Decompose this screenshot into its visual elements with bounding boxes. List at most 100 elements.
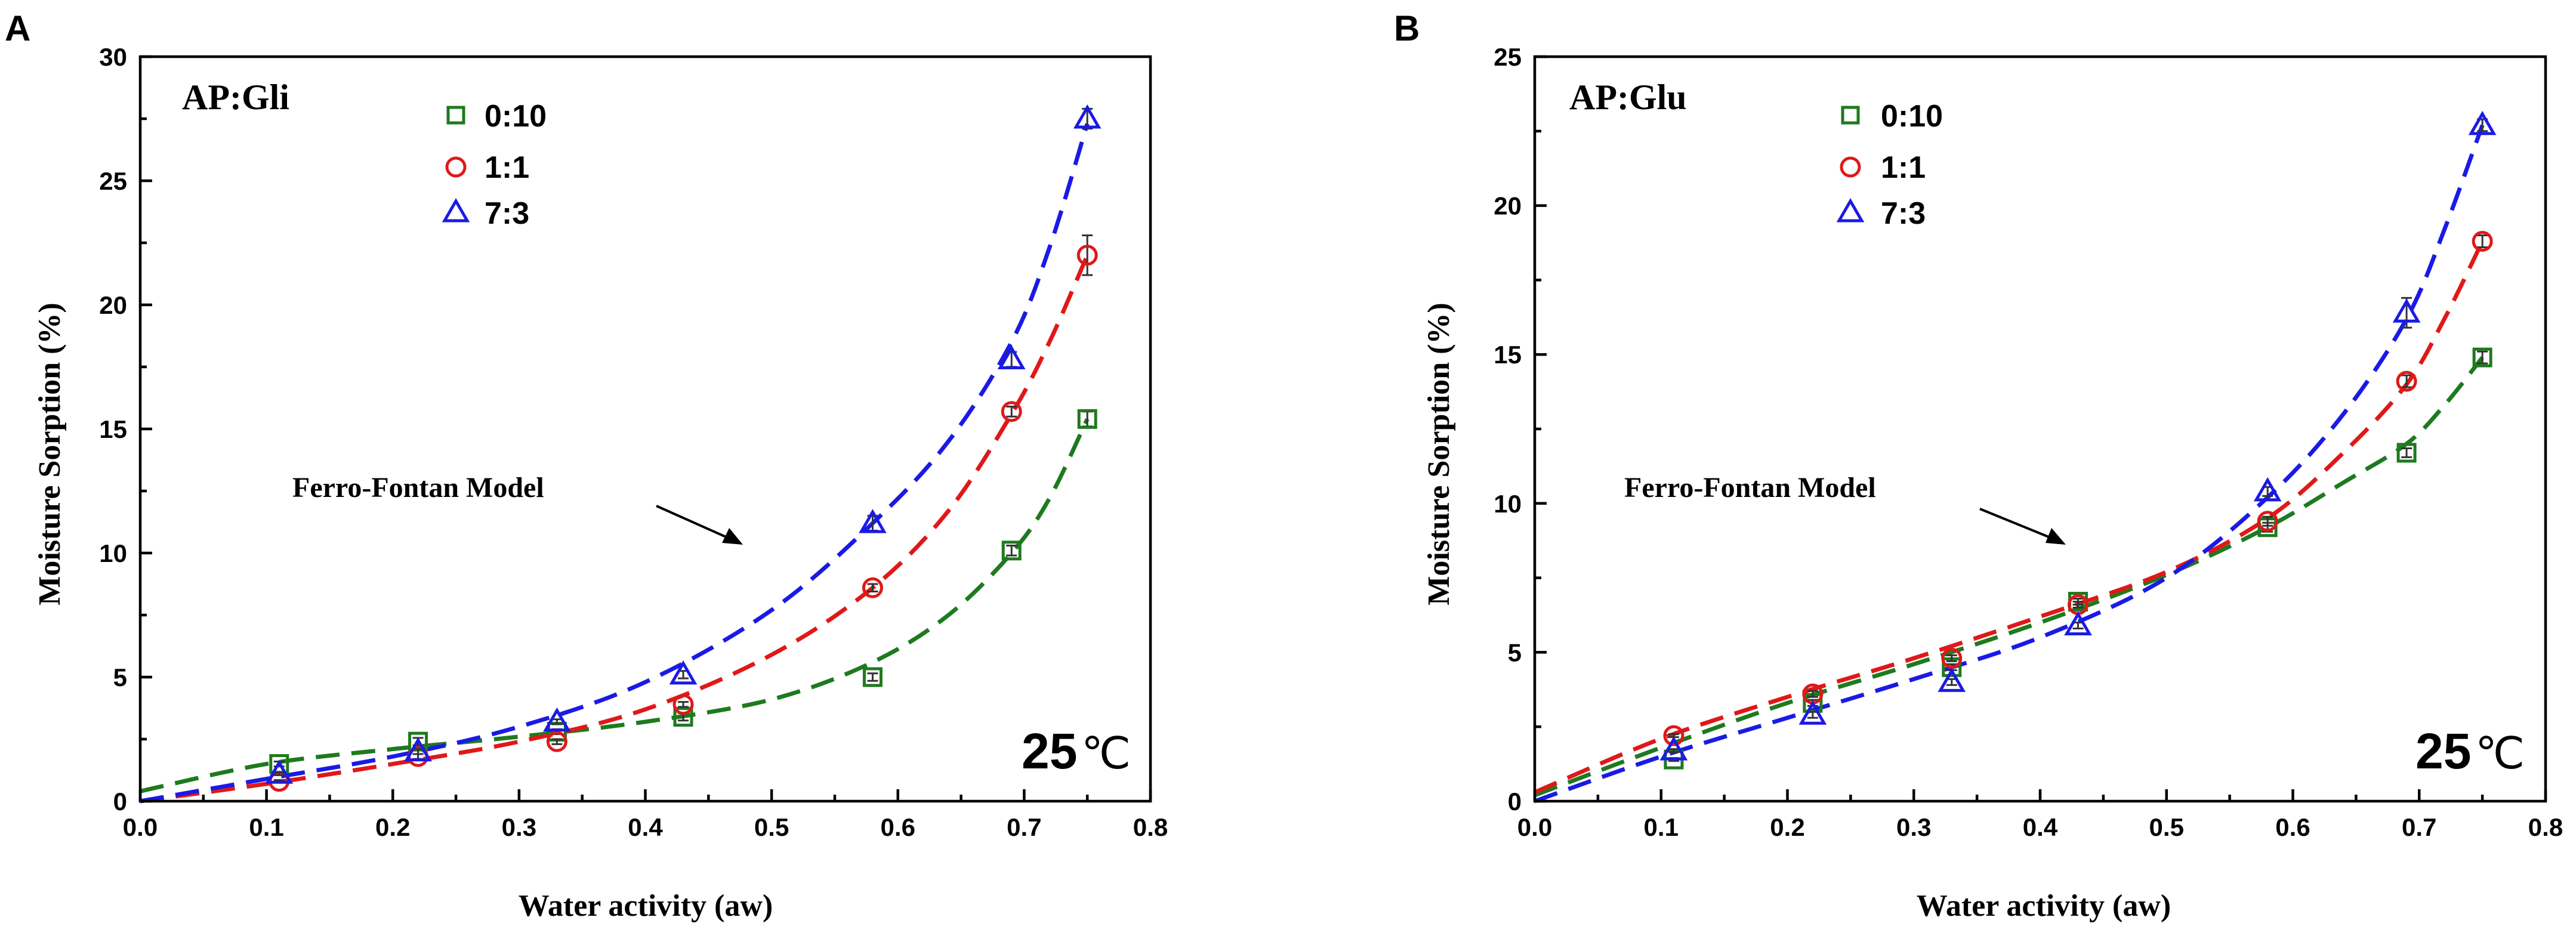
data-point-a-0-10-6	[1077, 409, 1097, 429]
legend-label-1-1-a: 1:1	[485, 150, 529, 185]
data-point-a-1-1-3	[672, 694, 694, 715]
fit-curve-b-7-3	[1534, 124, 2485, 804]
plot-frame-b	[1533, 55, 2547, 803]
y-tick-label-b-10: 10	[1494, 490, 1522, 518]
x-tick-label-a-0.6: 0.6	[881, 813, 915, 841]
x-tick-label-b-0.7: 0.7	[2402, 813, 2436, 841]
x-tick-label-b-0.3: 0.3	[1896, 813, 1931, 841]
x-axis-title-a: Water activity (aw)	[519, 889, 773, 923]
legend-b: 0:10 1:1 7:3	[1836, 99, 1943, 231]
plot-title-b: AP:Glu	[1569, 78, 1687, 117]
x-ticks-a: 0.0 0.1 0.2 0.3 0.4 0.5 0.6 0.7 0.8	[123, 789, 1168, 841]
plot-title-a: AP:Gli	[182, 78, 289, 117]
data-point-a-0-10-4	[862, 667, 883, 687]
data-point-b-7-3-0	[1659, 736, 1688, 761]
legend-marker-circle-b	[1840, 156, 1861, 178]
data-point-a-7-3-6	[1073, 104, 1102, 129]
data-point-a-0-10-5	[1001, 540, 1022, 561]
legend-marker-triangle-a	[442, 197, 470, 223]
legend-label-0-10-a: 0:10	[485, 99, 547, 134]
x-tick-label-b-0.6: 0.6	[2275, 813, 2310, 841]
y-axis-title-b: Moisture Sorption (%)	[1422, 302, 1456, 605]
x-tick-label-b-0.4: 0.4	[2023, 813, 2058, 841]
y-tick-label-a-20: 20	[99, 291, 127, 319]
temperature-unit-b: ℃	[2475, 728, 2525, 779]
y-axis-title-a: Moisture Sorption (%)	[33, 302, 67, 605]
legend-label-0-10-b: 0:10	[1881, 99, 1943, 134]
y-tick-label-a-0: 0	[113, 787, 127, 816]
data-point-b-1-1-2	[1941, 647, 1963, 669]
y-tick-label-b-0: 0	[1508, 787, 1522, 816]
x-tick-label-b-0.8: 0.8	[2528, 813, 2563, 841]
data-points-a	[265, 104, 1102, 792]
data-point-a-1-1-5	[1001, 401, 1022, 422]
data-point-b-7-3-4	[2253, 477, 2282, 502]
x-tick-label-b-0.1: 0.1	[1644, 813, 1679, 841]
data-point-a-1-1-4	[862, 577, 883, 598]
y-tick-label-b-25: 25	[1494, 43, 1522, 71]
data-points-b	[1659, 110, 2497, 770]
fit-curve-b-0-10	[1534, 356, 2484, 798]
x-tick-label-a-0.4: 0.4	[628, 813, 663, 841]
annotation-a: Ferro-Fontan Model	[292, 472, 544, 504]
data-point-b-1-1-6	[2472, 231, 2493, 252]
panel-b: B AP:Glu Moisture Sorption (%) Water act…	[1394, 8, 2563, 923]
y-tick-label-a-25: 25	[99, 167, 127, 195]
legend-marker-circle-a	[445, 156, 467, 178]
temperature-number-b: 25	[2415, 723, 2471, 779]
data-point-a-7-3-4	[859, 509, 887, 533]
temperature-unit-a: ℃	[1081, 728, 1131, 779]
data-point-a-7-3-5	[997, 345, 1026, 370]
data-point-b-1-1-5	[2396, 370, 2417, 392]
legend-label-7-3-a: 7:3	[485, 196, 529, 231]
legend-marker-square-b	[1841, 106, 1860, 125]
data-point-b-0-10-5	[2396, 443, 2417, 463]
data-point-b-0-10-6	[2472, 347, 2492, 367]
annotation-b: Ferro-Fontan Model	[1624, 472, 1876, 504]
panel-a: A AP:Gli Moisture Sorption (%) Water act…	[5, 8, 1168, 923]
data-point-a-7-3-2	[543, 707, 571, 732]
data-point-b-7-3-6	[2468, 110, 2497, 135]
panel-label-a: A	[5, 8, 30, 48]
legend-label-1-1-b: 1:1	[1881, 150, 1926, 185]
fit-curve-a-7-3	[140, 123, 1090, 804]
x-tick-label-b-0.2: 0.2	[1770, 813, 1804, 841]
data-point-a-7-3-3	[669, 660, 698, 685]
x-tick-label-b-0.5: 0.5	[2149, 813, 2184, 841]
annotation-arrow-b	[1979, 508, 2058, 542]
x-tick-label-a-0.7: 0.7	[1007, 813, 1041, 841]
fit-curves-a	[140, 123, 1090, 804]
data-point-a-1-1-2	[546, 731, 567, 752]
data-point-a-7-3-0	[265, 759, 294, 784]
y-ticks-a: 0 5 10 15 20 25 30	[99, 43, 152, 816]
fit-curves-b	[1534, 124, 2485, 804]
data-point-a-7-3-1	[404, 737, 432, 762]
fit-curve-a-0-10	[140, 418, 1090, 793]
data-point-a-1-1-6	[1076, 245, 1098, 266]
data-point-b-1-1-4	[2257, 511, 2278, 532]
x-tick-label-a-0.2: 0.2	[375, 813, 410, 841]
x-tick-label-a-0.5: 0.5	[754, 813, 789, 841]
data-point-b-7-3-5	[2392, 298, 2421, 323]
x-tick-label-a-0.3: 0.3	[502, 813, 536, 841]
y-tick-label-b-5: 5	[1508, 638, 1522, 666]
plot-frame-a	[138, 55, 1152, 803]
legend-marker-square-a	[446, 106, 465, 125]
x-tick-label-a-0.0: 0.0	[123, 813, 158, 841]
temperature-number-a: 25	[1022, 723, 1077, 779]
x-tick-label-b-0.0: 0.0	[1517, 813, 1552, 841]
x-tick-label-a-0.1: 0.1	[249, 813, 283, 841]
y-tick-label-b-20: 20	[1494, 192, 1522, 220]
y-ticks-b: 0 5 10 15 20 25	[1494, 43, 1547, 816]
y-tick-label-a-15: 15	[99, 415, 127, 443]
data-point-a-0-10-3	[673, 707, 693, 727]
data-point-b-7-3-1	[1798, 700, 1827, 725]
annotation-arrowhead-a	[722, 528, 743, 545]
y-tick-label-a-30: 30	[99, 43, 127, 71]
data-point-b-7-3-2	[1938, 668, 1966, 692]
fit-curve-b-1-1	[1534, 240, 2485, 795]
panel-label-b: B	[1394, 8, 1420, 48]
data-point-b-7-3-3	[2064, 611, 2092, 635]
annotation-arrowhead-b	[2046, 528, 2066, 545]
